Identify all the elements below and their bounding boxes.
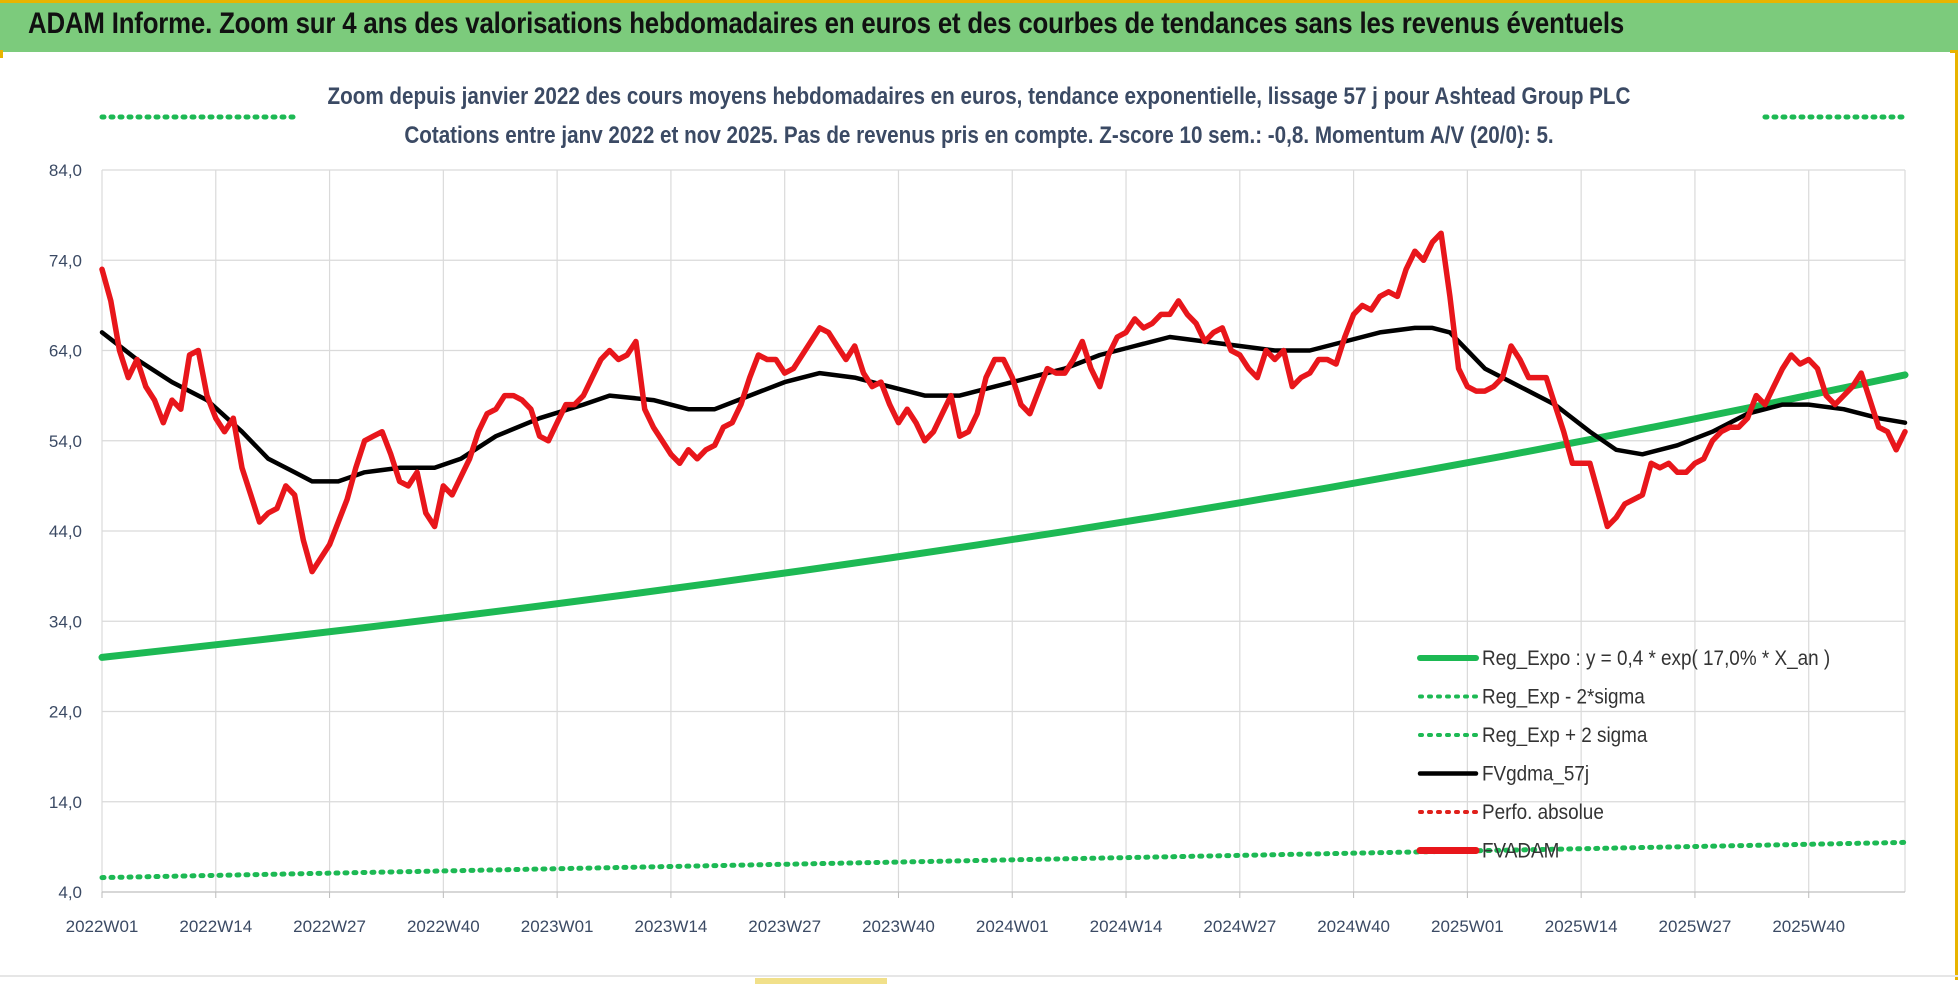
y-axis-ticks: 84,0 74,0 64,0 54,0 44,0 34,0 24,0 14,0 4,0 (49, 161, 82, 902)
x-tick-label: 2022W14 (179, 917, 252, 936)
frame-corner-left (0, 50, 8, 58)
y-tick-label: 44,0 (49, 522, 82, 541)
y-tick-label: 14,0 (49, 793, 82, 812)
x-tick-label: 2023W01 (521, 917, 594, 936)
series-lines (98, 114, 1909, 881)
y-tick-label: 54,0 (49, 432, 82, 451)
x-tick-label: 2024W40 (1317, 917, 1390, 936)
x-tick-label: 2022W01 (66, 917, 139, 936)
grid (101, 169, 1906, 898)
series-fvgdma-57j-line (99, 325, 1908, 484)
report-title: ADAM Informe. Zoom sur 4 ans des valoris… (28, 7, 1625, 40)
x-tick-label: 2025W01 (1431, 917, 1504, 936)
legend-label: Perfo. absolue (1482, 801, 1604, 824)
series-reg-minus-2sigma-line (99, 839, 1908, 881)
x-tick-label: 2023W14 (635, 917, 708, 936)
frame-border-right (1950, 50, 1958, 980)
title-banner: ADAM Informe. Zoom sur 4 ans des valoris… (0, 0, 1958, 52)
legend-label: FVADAM (1482, 840, 1559, 863)
x-tick-label: 2024W01 (976, 917, 1049, 936)
chart-subtitle-line1: Zoom depuis janvier 2022 des cours moyen… (328, 83, 1631, 110)
y-tick-label: 34,0 (49, 612, 82, 631)
chart-subtitle-line2: Cotations entre janv 2022 et nov 2025. P… (404, 122, 1553, 149)
series-fvadam-line (99, 230, 1908, 575)
x-tick-label: 2022W27 (293, 917, 366, 936)
legend-label: Reg_Expo : y = 0,4 * exp( 17,0% * X_an ) (1482, 647, 1830, 670)
y-tick-label: 64,0 (49, 342, 82, 361)
legend-label: FVgdma_57j (1482, 763, 1589, 786)
y-tick-label: 74,0 (49, 251, 82, 270)
x-tick-label: 2023W40 (862, 917, 935, 936)
x-tick-label: 2025W27 (1659, 917, 1732, 936)
series-reg-expo-line (98, 371, 1909, 661)
legend-label: Reg_Exp - 2*sigma (1482, 686, 1646, 709)
x-axis-ticks: 2022W01 2022W14 2022W27 2022W40 2023W01 2023W… (66, 917, 1846, 936)
legend-label: Reg_Exp + 2 sigma (1482, 724, 1648, 747)
y-tick-label: 84,0 (49, 161, 82, 180)
x-tick-label: 2024W27 (1203, 917, 1276, 936)
scrollbar-thumb[interactable] (755, 978, 887, 984)
frame-bottom-line (0, 975, 1958, 977)
y-tick-label: 24,0 (49, 703, 82, 722)
y-tick-label: 4,0 (58, 883, 82, 902)
x-tick-label: 2025W14 (1545, 917, 1618, 936)
x-tick-label: 2025W40 (1772, 917, 1845, 936)
legend: Reg_Expo : y = 0,4 * exp( 17,0% * X_an )… (1416, 647, 1830, 863)
x-tick-label: 2023W27 (748, 917, 821, 936)
x-tick-label: 2024W14 (1090, 917, 1163, 936)
x-tick-label: 2022W40 (407, 917, 480, 936)
